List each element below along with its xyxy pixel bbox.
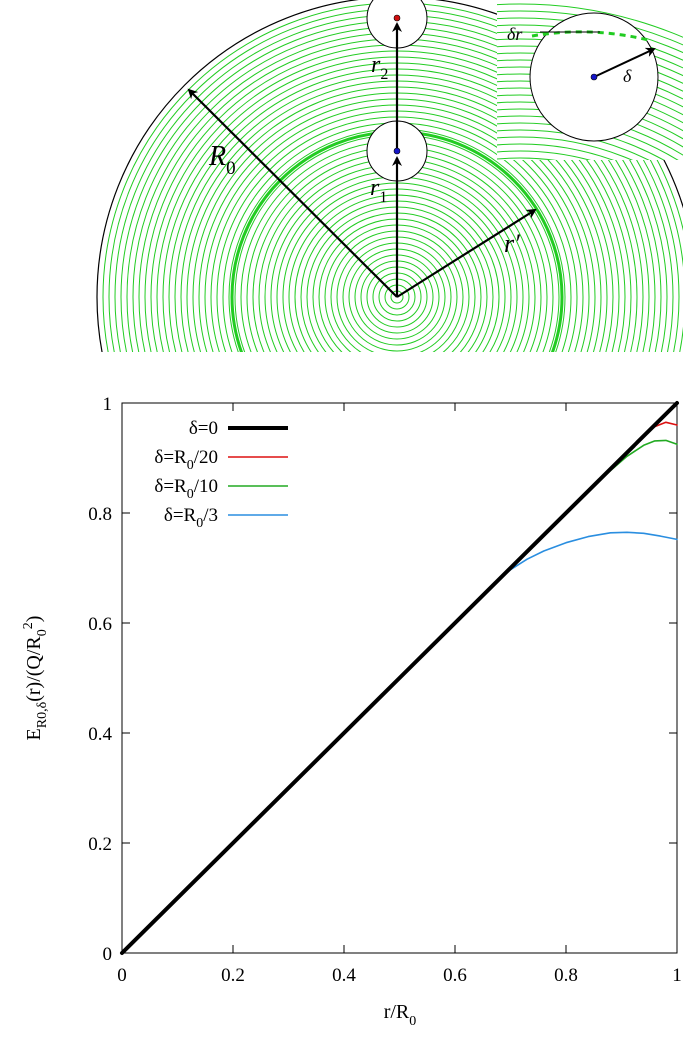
inset-shell [497,122,665,160]
x-tick-label: 0.4 [332,965,356,986]
label-r1: r1 [370,175,387,206]
inset-shell [497,150,591,160]
inset-shell [497,38,683,77]
x-tick-label: 0.6 [443,965,467,986]
x-tick-label: 1 [672,965,682,986]
legend-label: δ=R0/3 [164,505,218,531]
inset-shell [497,3,683,38]
legend-label: δ=0 [189,418,218,439]
inset-shell [497,24,683,61]
y-tick-label: 0.8 [88,504,112,525]
inset-label-delta-r: δr [507,24,523,44]
field-chart: 0 0.2 0.4 0.6 0.8 100.20.40.60.81 δ=0δ=R0/20δ… [21,394,682,1029]
inset-shell [497,143,614,160]
inset-shell [497,10,683,46]
inset-shell [497,59,683,100]
inset-shell [497,17,683,54]
inset-shell [497,115,679,160]
x-tick-label: 0.2 [221,965,245,986]
legend-label: δ=R0/10 [154,476,218,502]
charge-blue [393,147,401,155]
charge-red [393,14,401,22]
y-tick-label: 0 [103,944,113,965]
legend: δ=0 δ=R0/20 δ=R0/10 δ=R0/3 [154,418,288,531]
series-line-0 [120,401,679,955]
inset-charge-blue [590,73,598,81]
series-line-1 [121,421,678,954]
y-tick-label: 0.6 [88,614,112,635]
inset-shell [497,80,683,124]
plot-frame [121,402,678,954]
charge-distribution-diagram: R0 r1 r2 r′ δ δr [96,0,683,352]
inset-shell [497,66,683,108]
inset-shell [497,157,556,160]
inset-shell [497,129,650,160]
inset-shell [497,108,683,156]
inset-shell [497,136,633,160]
arrow-r-prime [396,208,537,298]
inset-shell [497,52,683,92]
label-r2: r2 [371,52,388,83]
inset-shell [497,73,683,116]
inset-delta-arrow [593,47,656,78]
label-R0: R0 [208,141,236,179]
arrow-R0 [187,88,398,298]
x-axis-label: r/R0 [384,1001,417,1029]
inset-label-delta: δ [623,66,632,86]
y-tick-label: 1 [103,394,113,415]
zoom-inset: δ δr [497,0,683,160]
inset-shell [497,101,683,148]
inset-shell [497,94,683,140]
axes: 0 0.2 0.4 0.6 0.8 1 0 0.2 0.4 0.6 0.8 1 [88,394,682,986]
y-tick-label: 0.2 [88,834,112,855]
legend-label: δ=R0/20 [154,447,218,473]
y-axis-label: ER0,δ(r)/(Q/R02) [21,616,50,741]
x-tick-label: 0.8 [554,965,578,986]
x-tick-label: 0 [117,965,127,986]
inset-shell [497,31,683,69]
series-lines [120,401,679,955]
inset-shell [497,87,683,132]
inset-shells [497,3,683,160]
label-r-prime: r′ [504,229,520,258]
series-line-3 [121,531,678,954]
inset-shell [497,45,683,85]
y-tick-label: 0.4 [88,724,112,745]
